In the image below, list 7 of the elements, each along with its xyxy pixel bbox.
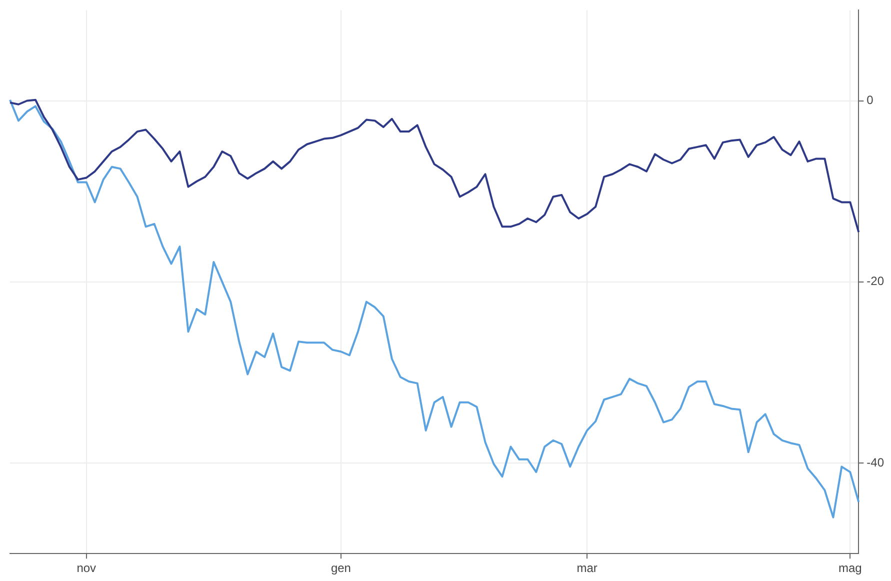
y-tick-label: -40 (866, 455, 884, 470)
y-tick-label: 0 (866, 93, 874, 108)
x-tick-label: mag (838, 561, 862, 576)
y-tick-label: -20 (866, 274, 884, 288)
x-tick-label: nov (76, 561, 96, 576)
x-tick-label: mar (576, 561, 598, 576)
x-tick-label: gen (330, 561, 351, 576)
